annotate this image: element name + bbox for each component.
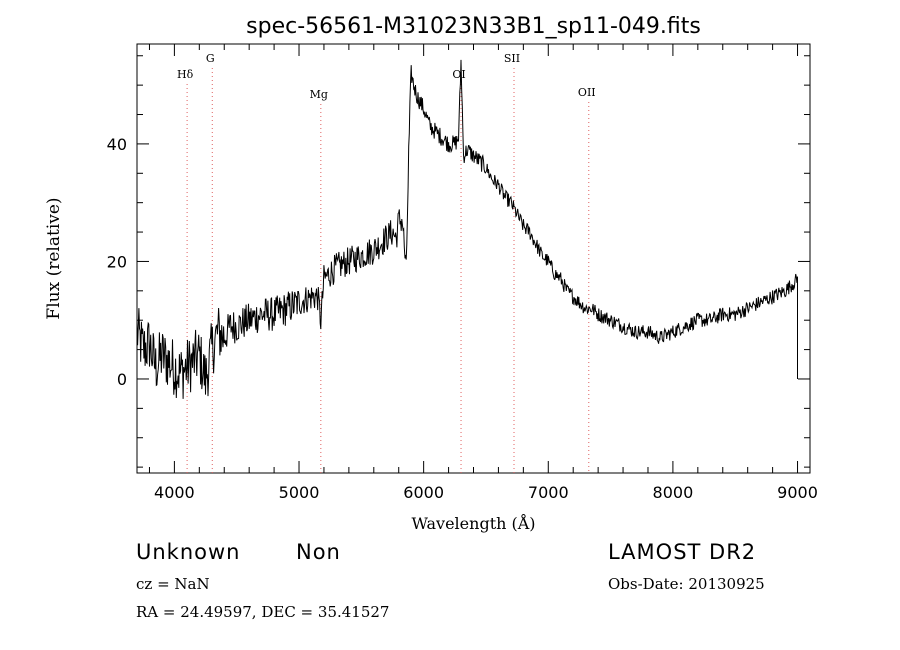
y-tick-label: 0 xyxy=(117,370,127,389)
subclass-label: Non xyxy=(296,540,341,564)
line-marker-label: OII xyxy=(578,86,596,99)
y-tick-label: 40 xyxy=(107,135,127,154)
line-marker-label: G xyxy=(206,52,215,65)
spectrum-chart: spec-56561-M31023N33B1_sp11-049.fits 4000… xyxy=(44,14,818,533)
x-tick-label: 6000 xyxy=(403,483,444,502)
coordinates-label: RA = 24.49597, DEC = 35.41527 xyxy=(136,603,390,621)
redshift-label: cz = NaN xyxy=(136,575,210,593)
x-axis-label: Wavelength (Å) xyxy=(411,513,535,533)
line-marker-label: Mg xyxy=(310,88,328,101)
y-tick-label: 20 xyxy=(107,252,127,271)
obs-date-label: Obs-Date: 20130925 xyxy=(608,575,765,593)
line-marker-label: OI xyxy=(452,68,465,81)
x-tick-label: 7000 xyxy=(528,483,569,502)
object-class-label: Unknown xyxy=(136,540,241,564)
line-marker-label: SII xyxy=(504,52,520,65)
x-tick-label: 5000 xyxy=(279,483,320,502)
x-tick-label: 4000 xyxy=(154,483,195,502)
plot-frame xyxy=(136,43,811,474)
survey-label: LAMOST DR2 xyxy=(608,540,757,564)
x-tick-label: 9000 xyxy=(777,483,818,502)
x-tick-label: 8000 xyxy=(653,483,694,502)
y-axis-label: Flux (relative) xyxy=(44,197,64,319)
line-marker-label: Hδ xyxy=(177,68,194,81)
spectrum-line xyxy=(136,59,798,399)
chart-title: spec-56561-M31023N33B1_sp11-049.fits xyxy=(246,14,701,39)
